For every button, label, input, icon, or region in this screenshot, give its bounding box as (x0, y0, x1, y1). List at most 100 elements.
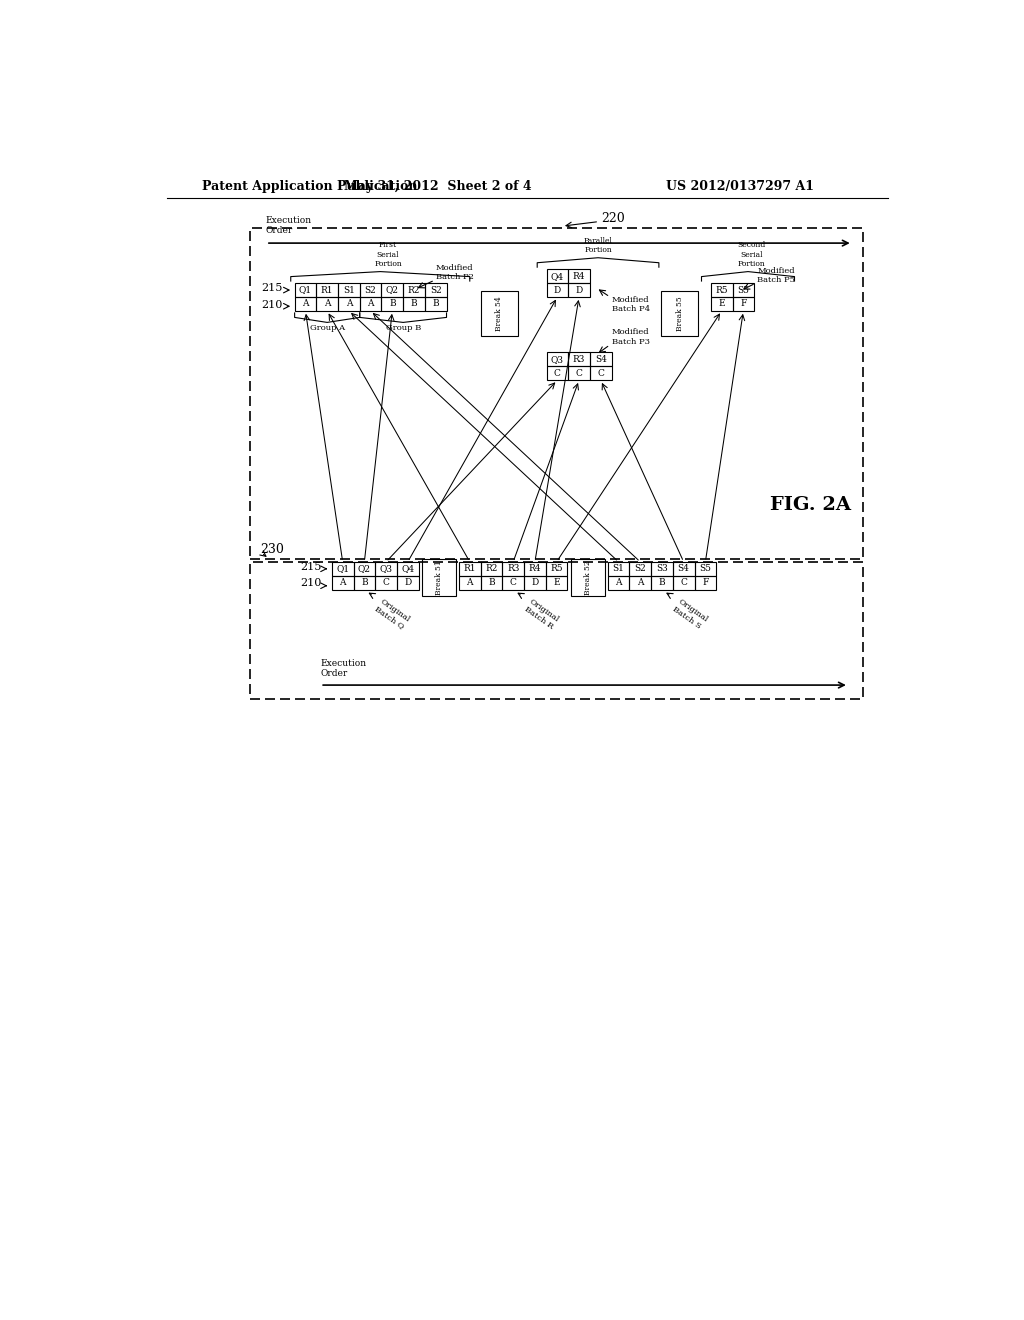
Bar (673, 562, 694, 576)
Text: Patent Application Publication: Patent Application Publication (202, 181, 417, 194)
Text: Group B: Group B (385, 323, 421, 331)
Text: A: A (339, 578, 346, 587)
Text: S3: S3 (656, 565, 668, 573)
Bar (459, 576, 480, 590)
Text: B: B (361, 578, 368, 587)
Text: R4: R4 (572, 272, 586, 281)
Bar (353, 576, 375, 590)
Text: Modified
Batch P4: Modified Batch P4 (611, 296, 649, 313)
Text: May 31, 2012  Sheet 2 of 4: May 31, 2012 Sheet 2 of 4 (344, 181, 531, 194)
Text: Execution
Order: Execution Order (266, 216, 312, 235)
Text: Break 51: Break 51 (435, 560, 442, 594)
Bar (568, 367, 590, 380)
Bar (353, 562, 375, 576)
Text: First
Serial
Portion: First Serial Portion (374, 242, 401, 268)
Text: C: C (680, 578, 687, 587)
Text: D: D (554, 285, 561, 294)
Text: E: E (553, 578, 560, 587)
Bar (673, 576, 694, 590)
Bar (546, 562, 567, 576)
Text: A: A (302, 300, 308, 309)
Text: C: C (554, 368, 561, 378)
Bar (422, 558, 456, 595)
Text: S1: S1 (343, 285, 354, 294)
Bar (547, 269, 568, 284)
Bar (524, 562, 546, 576)
Text: R5: R5 (716, 285, 728, 294)
Text: A: A (467, 578, 473, 587)
Text: R5: R5 (550, 565, 563, 573)
Bar (316, 297, 338, 312)
Text: Parallel
Portion: Parallel Portion (584, 236, 612, 253)
Text: R3: R3 (572, 355, 586, 364)
Text: S4: S4 (678, 565, 689, 573)
Text: Break 55: Break 55 (676, 296, 684, 330)
Text: Original
Batch S: Original Batch S (672, 598, 710, 631)
Bar (547, 284, 568, 297)
Bar (570, 558, 604, 595)
Bar (338, 297, 359, 312)
Text: Original
Batch Q: Original Batch Q (374, 598, 412, 631)
Text: C: C (383, 578, 389, 587)
Bar (295, 284, 316, 297)
Bar (480, 562, 503, 576)
Bar (651, 562, 673, 576)
Text: R4: R4 (528, 565, 541, 573)
Bar (397, 562, 419, 576)
Bar (480, 290, 518, 335)
Text: S2: S2 (430, 285, 441, 294)
Text: S2: S2 (635, 565, 646, 573)
Bar (711, 297, 732, 312)
Text: Q2: Q2 (386, 285, 398, 294)
Text: B: B (411, 300, 418, 309)
Text: 215: 215 (300, 561, 322, 572)
Text: Execution
Order: Execution Order (321, 659, 367, 678)
Text: S2: S2 (365, 285, 377, 294)
Bar (403, 297, 425, 312)
Text: S1: S1 (612, 565, 625, 573)
Bar (375, 562, 397, 576)
Bar (295, 297, 316, 312)
Text: A: A (368, 300, 374, 309)
Bar (568, 352, 590, 367)
Text: 230: 230 (260, 543, 284, 556)
Text: C: C (597, 368, 604, 378)
Text: Q3: Q3 (551, 355, 564, 364)
Bar (568, 284, 590, 297)
Bar (607, 562, 630, 576)
Bar (459, 562, 480, 576)
Text: D: D (531, 578, 539, 587)
Text: R1: R1 (464, 565, 476, 573)
Text: Break 54: Break 54 (496, 296, 503, 330)
Text: F: F (740, 300, 746, 309)
Text: S5: S5 (699, 565, 712, 573)
Text: D: D (575, 285, 583, 294)
Bar (375, 576, 397, 590)
Bar (251, 562, 862, 700)
Text: 210: 210 (300, 578, 322, 589)
Text: B: B (658, 578, 666, 587)
Text: Modified
Batch P5: Modified Batch P5 (758, 267, 796, 284)
Bar (630, 562, 651, 576)
Text: 220: 220 (601, 213, 625, 224)
Text: Group A: Group A (309, 323, 345, 331)
Text: A: A (346, 300, 352, 309)
Bar (359, 297, 381, 312)
Text: 210: 210 (261, 300, 283, 310)
Text: R2: R2 (408, 285, 420, 294)
Bar (381, 297, 403, 312)
Bar (547, 367, 568, 380)
Text: B: B (389, 300, 395, 309)
Bar (732, 284, 755, 297)
Text: 215: 215 (261, 282, 283, 293)
Text: Modified
Batch P2: Modified Batch P2 (435, 264, 473, 281)
Text: Second
Serial
Portion: Second Serial Portion (737, 242, 766, 268)
Text: US 2012/0137297 A1: US 2012/0137297 A1 (667, 181, 814, 194)
Bar (381, 284, 403, 297)
Text: B: B (432, 300, 439, 309)
Text: Q3: Q3 (380, 565, 392, 573)
Text: Q1: Q1 (336, 565, 349, 573)
Bar (590, 367, 611, 380)
Bar (503, 576, 524, 590)
Bar (547, 352, 568, 367)
